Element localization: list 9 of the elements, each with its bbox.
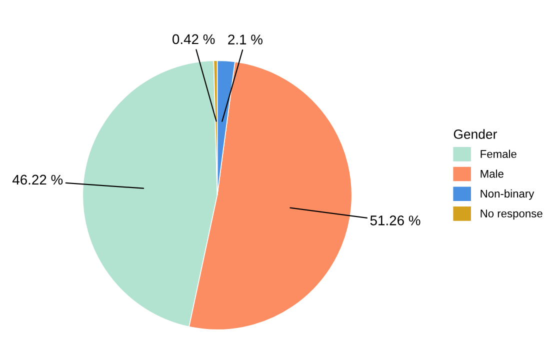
data-label: 0.42 %	[172, 34, 215, 44]
data-label: 51.26 %	[370, 216, 420, 226]
legend-title: Gender	[454, 129, 497, 139]
data-label: 46.22 %	[12, 174, 63, 185]
legend-label: No response	[480, 210, 542, 220]
data-label: 2.1 %	[228, 34, 262, 44]
legend-label: Male	[480, 170, 504, 178]
legend-label: Female	[480, 150, 516, 158]
legend-label: Non-binary	[480, 189, 534, 200]
